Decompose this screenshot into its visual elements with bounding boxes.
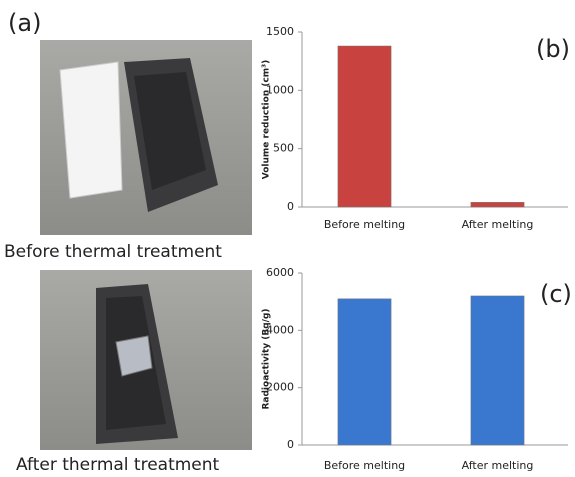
- photo-after: [40, 270, 252, 450]
- y-axis-label: Radioactivity (Bq/g): [262, 308, 272, 409]
- bar: [471, 202, 524, 207]
- y-tick-label: 0: [287, 438, 294, 451]
- y-tick-label: 1500: [266, 25, 294, 38]
- x-tick-label: Before melting: [324, 218, 405, 231]
- panel-label: (a): [8, 9, 41, 37]
- x-tick-label: After melting: [462, 459, 534, 472]
- panel-label: (c): [540, 280, 572, 308]
- panel-label: (b): [536, 35, 570, 63]
- figure: (a) Before thermal treatment After therm…: [0, 0, 575, 477]
- x-tick-label: After melting: [462, 218, 534, 231]
- caption: After thermal treatment: [16, 455, 220, 475]
- bar: [338, 46, 391, 207]
- caption: Before thermal treatment: [4, 242, 222, 262]
- bar: [338, 299, 391, 445]
- y-tick-label: 500: [273, 142, 294, 155]
- y-axis-label: Volume reduction (cm³): [262, 60, 272, 179]
- x-tick-label: Before melting: [324, 459, 405, 472]
- y-tick-label: 0: [287, 200, 294, 213]
- bar: [471, 296, 524, 445]
- photo-before: [40, 40, 252, 235]
- y-tick-label: 6000: [266, 266, 294, 279]
